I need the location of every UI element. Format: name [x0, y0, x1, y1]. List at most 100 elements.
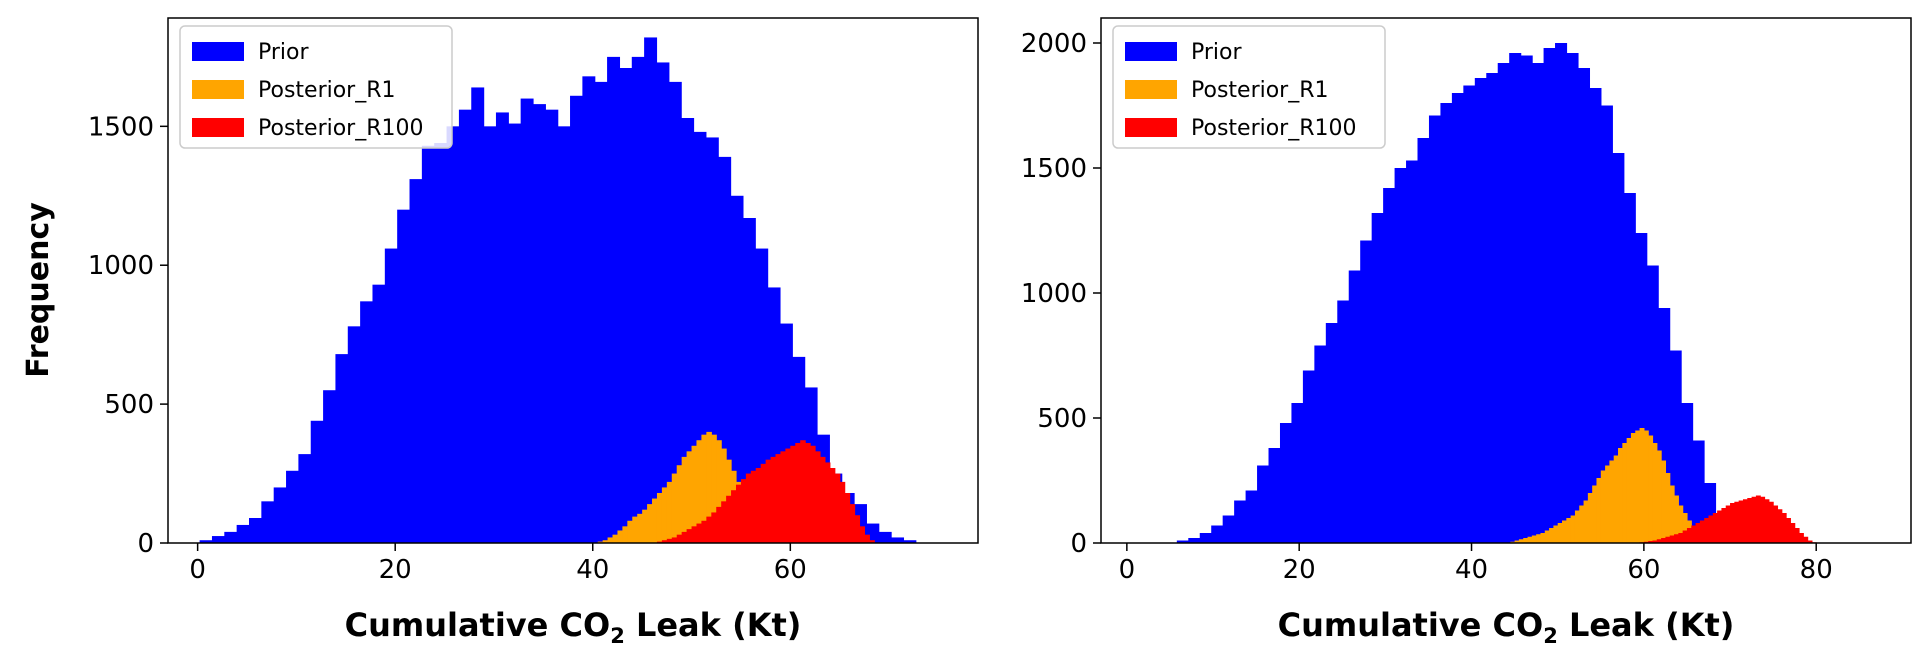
- histogram-bar: [1747, 498, 1753, 543]
- histogram-bar: [681, 531, 688, 543]
- histogram-bar: [1549, 528, 1554, 543]
- histogram-bar: [1592, 485, 1598, 543]
- histogram-bar: [765, 459, 772, 543]
- histogram-bar: [273, 487, 287, 543]
- histogram-bar: [745, 473, 752, 543]
- histogram-bar: [1497, 63, 1510, 543]
- histogram-bar: [1661, 538, 1667, 543]
- histogram-bar: [409, 179, 423, 543]
- histogram-bar: [795, 443, 801, 543]
- histogram-bar: [384, 248, 398, 543]
- histogram-bar: [1686, 528, 1692, 543]
- histogram-bar: [1543, 48, 1556, 543]
- x-tick-label: 0: [1119, 555, 1136, 585]
- y-axis-label: Frequency: [21, 202, 56, 378]
- histogram-bar: [1691, 525, 1697, 543]
- histogram-bar: [1596, 478, 1602, 543]
- histogram-bar: [495, 112, 509, 543]
- histogram-bar: [1600, 470, 1606, 543]
- histogram-bar: [1717, 510, 1723, 543]
- x-axis-label: Cumulative CO2 Leak (Kt): [1278, 606, 1735, 648]
- histogram-bar: [706, 516, 712, 543]
- histogram-bar: [199, 540, 213, 543]
- histogram-bar: [711, 512, 717, 543]
- histogram-bar: [1674, 534, 1679, 543]
- histogram-bar: [1589, 88, 1602, 543]
- histogram-bar: [594, 81, 608, 543]
- histogram-bar: [681, 118, 695, 543]
- histogram-bar: [844, 493, 851, 543]
- histogram-bar: [1514, 540, 1520, 543]
- legend-entry: Posterior_R100: [258, 116, 424, 141]
- histogram-bar: [1577, 68, 1591, 543]
- histogram-bar: [1777, 509, 1783, 543]
- histogram-bar: [532, 104, 546, 543]
- histogram-bar: [696, 523, 703, 543]
- histogram-bar: [1532, 63, 1545, 543]
- histogram-bar: [1234, 500, 1247, 543]
- histogram-bar: [323, 390, 337, 543]
- histogram-bar: [730, 195, 744, 543]
- histogram-bar: [815, 451, 821, 543]
- histogram-bar: [819, 456, 826, 543]
- histogram-bar: [1704, 518, 1710, 543]
- x-tick-label: 60: [1627, 555, 1660, 585]
- histogram-bar: [1544, 530, 1550, 543]
- histogram-bar: [1188, 538, 1201, 543]
- histogram-bar: [790, 445, 796, 543]
- histogram-bar: [891, 537, 905, 543]
- histogram-bar: [742, 218, 756, 543]
- histogram-bar: [676, 465, 683, 543]
- histogram-bar: [1661, 460, 1667, 543]
- histogram-bar: [716, 506, 722, 543]
- histogram-bar: [1257, 465, 1270, 543]
- legend-swatch: [192, 118, 244, 137]
- histogram-bar: [1574, 510, 1580, 543]
- histogram-bar: [1682, 513, 1688, 543]
- histogram-bar: [1417, 138, 1430, 543]
- series-posterior-r100: [656, 440, 875, 543]
- histogram-bar: [1692, 440, 1705, 543]
- histogram-bar: [397, 209, 411, 543]
- histogram-bar: [721, 501, 727, 543]
- histogram-bar: [686, 529, 693, 543]
- histogram-bar: [1803, 536, 1809, 543]
- histogram-bar: [1509, 53, 1522, 543]
- histogram-bar: [1643, 430, 1649, 543]
- histogram-bar: [458, 109, 472, 543]
- histogram-bar: [1279, 423, 1293, 543]
- histogram-bar: [644, 37, 658, 543]
- histogram-bar: [1211, 525, 1224, 543]
- histogram-bar: [1531, 535, 1537, 543]
- histogram-bar: [570, 95, 583, 543]
- histogram-bar: [1291, 403, 1304, 543]
- histogram-bar: [671, 473, 678, 543]
- histogram-bar: [1669, 485, 1675, 543]
- histogram-bar: [671, 537, 678, 543]
- histogram-bar: [805, 443, 811, 543]
- histogram-bar: [1652, 540, 1658, 543]
- histogram-bar: [1199, 533, 1212, 543]
- histogram-bar: [1768, 501, 1774, 543]
- histogram-bar: [676, 534, 683, 543]
- histogram-bar: [1734, 501, 1740, 543]
- histogram-bar: [1682, 530, 1688, 543]
- right-histogram-panel: 0 20 40 60 80 0 500 1000 1500 2000 Cumulative CO2 …: [1021, 17, 1912, 648]
- histogram-bar: [647, 504, 653, 543]
- histogram-bar: [1635, 430, 1641, 543]
- histogram-bar: [1786, 518, 1791, 543]
- histogram-bar: [520, 98, 534, 543]
- histogram-bar: [750, 470, 757, 543]
- histogram-bar: [1518, 539, 1524, 543]
- histogram-bar: [1600, 105, 1613, 543]
- histogram-bar: [1222, 515, 1235, 543]
- histogram-bar: [656, 62, 670, 543]
- y-tick-label: 500: [1037, 404, 1087, 434]
- histogram-bar: [360, 301, 374, 543]
- histogram-bar: [1394, 168, 1407, 543]
- histogram-bar: [483, 126, 497, 543]
- histogram-bar: [686, 451, 693, 543]
- y-tick-label: 1000: [88, 251, 154, 281]
- histogram-bar: [1648, 541, 1654, 543]
- histogram-bar: [1656, 450, 1662, 543]
